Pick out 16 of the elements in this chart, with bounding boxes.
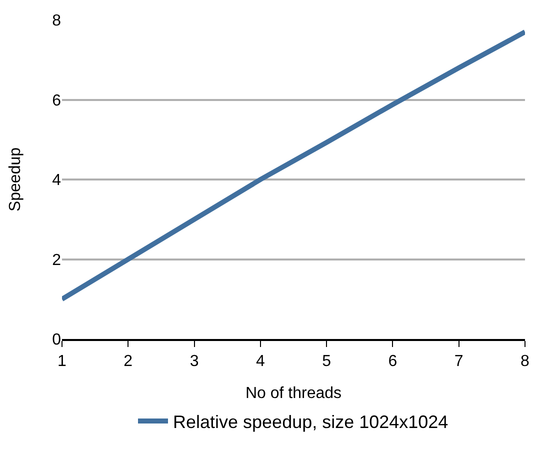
legend-label: Relative speedup, size 1024x1024 — [173, 412, 448, 432]
x-axis-title: No of threads — [245, 385, 342, 402]
x-tick-label: 7 — [454, 353, 464, 370]
x-tick-label: 1 — [58, 353, 67, 370]
x-tick-label: 5 — [322, 353, 332, 370]
x-tick-label: 8 — [520, 353, 530, 370]
y-tick-label: 4 — [52, 172, 62, 190]
y-tick-label: 2 — [52, 252, 62, 269]
x-tick-label: 3 — [190, 353, 199, 370]
y-tick-label: 6 — [52, 92, 62, 110]
y-tick-label: 0 — [52, 332, 62, 349]
x-tick-label: 2 — [124, 353, 133, 370]
y-axis-title: Speedup — [7, 147, 24, 212]
x-tick-label: 4 — [256, 353, 265, 370]
y-tick-label: 8 — [52, 12, 62, 30]
x-tick-label: 6 — [388, 353, 398, 370]
